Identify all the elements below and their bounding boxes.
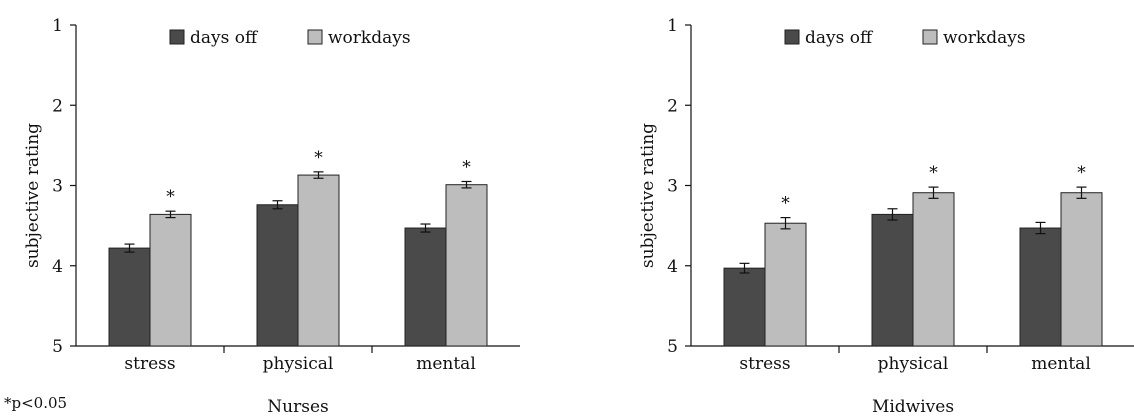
chart-panel-2: 1 2 3 4 5 subjective rating stress physical ment…: [638, 16, 1134, 416]
panel-title: Nurses: [267, 397, 328, 416]
y-tick-label: 4: [52, 257, 63, 277]
legend-swatch-days-off: [784, 29, 800, 45]
bar-workdays: [912, 192, 955, 347]
y-tick-label: 2: [52, 96, 63, 116]
legend-label: days off: [190, 28, 259, 48]
legend-label: workdays: [943, 28, 1026, 48]
bar-days-off: [256, 204, 299, 347]
legend-label: workdays: [328, 28, 411, 48]
y-tick-label: 1: [667, 16, 678, 36]
significance-marker: *: [929, 163, 938, 183]
bar-workdays: [149, 213, 192, 347]
x-category-label: stress: [124, 354, 175, 374]
panel-title: Midwives: [872, 397, 954, 416]
y-tick-label: 4: [667, 257, 678, 277]
bar-days-off: [1019, 227, 1062, 347]
significance-marker: *: [781, 194, 790, 214]
significance-marker: *: [462, 157, 471, 177]
y-tick-label: 1: [52, 16, 63, 36]
x-category-label: stress: [739, 354, 790, 374]
y-tick-label: 3: [52, 177, 63, 197]
bar-workdays: [297, 174, 340, 347]
legend-swatch-workdays: [922, 29, 938, 45]
legend-label: days off: [805, 28, 874, 48]
y-tick-label: 5: [52, 337, 63, 357]
significance-marker: *: [314, 148, 323, 168]
legend-swatch-days-off: [169, 29, 185, 45]
bar-workdays: [764, 222, 807, 347]
x-category-label: physical: [878, 354, 949, 374]
bar-days-off: [723, 267, 766, 347]
bar-days-off: [871, 213, 914, 347]
x-category-label: physical: [263, 354, 334, 374]
x-category-label: mental: [1031, 354, 1091, 374]
x-category-label: mental: [416, 354, 476, 374]
y-tick-label: 3: [667, 177, 678, 197]
bar-days-off: [108, 247, 151, 347]
legend-swatch-workdays: [307, 29, 323, 45]
y-tick-label: 5: [667, 337, 678, 357]
significance-footnote: *p<0.05: [4, 394, 68, 412]
significance-marker: *: [1077, 163, 1086, 183]
bar-workdays: [445, 184, 488, 347]
y-axis-title: subjective rating: [23, 123, 43, 268]
bar-workdays: [1060, 192, 1103, 347]
chart-panel-1: 1 2 3 4 5 subjective rating stress physical ment…: [23, 16, 520, 416]
bar-days-off: [404, 227, 447, 347]
significance-marker: *: [166, 187, 175, 207]
y-tick-label: 2: [667, 96, 678, 116]
y-axis-title: subjective rating: [638, 123, 658, 268]
